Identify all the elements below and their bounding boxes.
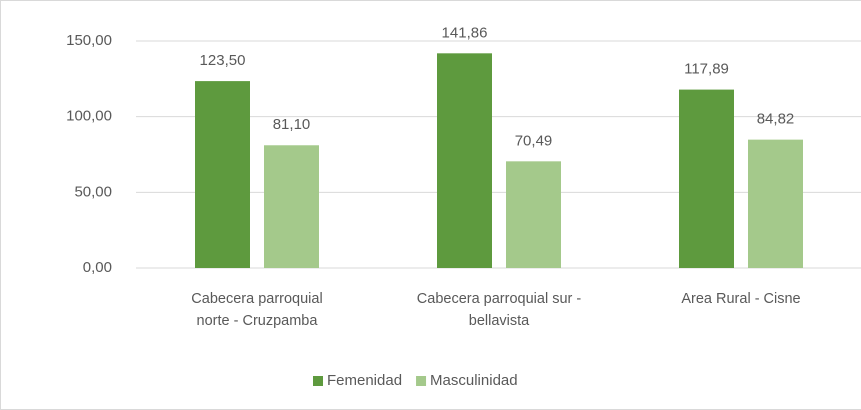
data-label: 81,10 — [273, 116, 311, 133]
bar — [437, 53, 492, 268]
data-label: 70,49 — [515, 132, 553, 149]
x-tick-label: Cabecera parroquial sur - bellavista — [416, 291, 582, 329]
bar — [506, 161, 561, 268]
data-label: 123,50 — [200, 52, 246, 69]
y-tick-label: 100,00 — [66, 108, 112, 125]
data-label: 84,82 — [757, 111, 795, 128]
data-label: 117,89 — [684, 61, 729, 78]
bar — [195, 81, 250, 268]
bar — [679, 89, 734, 268]
legend-swatch — [416, 376, 427, 386]
legend-label: Femenidad — [327, 372, 402, 389]
bar — [264, 145, 319, 268]
x-tick-label: Area Rural - Cisne — [681, 291, 801, 307]
x-tick-label: Cabecera parroquial norte - Cruzpamba — [191, 291, 323, 329]
legend-label: Masculinidad — [430, 372, 518, 389]
legend-swatch — [313, 376, 323, 386]
y-tick-label: 50,00 — [74, 183, 112, 200]
y-tick-label: 0,00 — [83, 259, 112, 276]
bar — [748, 139, 803, 268]
y-tick-label: 150,00 — [66, 32, 112, 49]
data-label: 141,86 — [442, 24, 488, 41]
